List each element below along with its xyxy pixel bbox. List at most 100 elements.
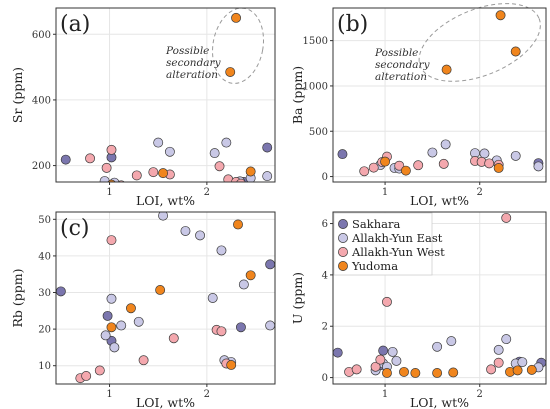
data-point <box>378 345 389 356</box>
data-point <box>158 168 169 179</box>
annotation-text: Possible <box>165 45 209 57</box>
data-point <box>124 187 133 196</box>
points <box>333 212 546 378</box>
data-point <box>109 177 120 182</box>
data-point <box>85 153 96 164</box>
data-point <box>526 364 537 375</box>
data-point <box>337 149 348 160</box>
data-point <box>125 303 136 314</box>
data-point <box>109 342 120 353</box>
plot-frame <box>332 7 547 183</box>
points <box>337 10 544 177</box>
data-point <box>394 160 405 171</box>
y-axis-title: Sr (ppm) <box>10 67 25 123</box>
data-point <box>60 154 71 165</box>
data-point <box>131 170 142 181</box>
y-tick-label: 400 <box>32 95 51 106</box>
points <box>56 212 275 384</box>
data-point <box>410 368 421 378</box>
data-point <box>265 259 275 270</box>
data-point <box>102 310 113 321</box>
data-point <box>226 360 237 370</box>
data-point <box>351 364 362 375</box>
data-point <box>370 361 381 372</box>
y-tick-label: 30 <box>38 288 51 299</box>
data-point <box>209 148 220 159</box>
y-tick-label: 50 <box>38 215 51 226</box>
x-tick-label: 1 <box>382 389 388 400</box>
data-point <box>94 365 105 376</box>
data-point <box>153 137 164 148</box>
data-point <box>238 279 249 290</box>
data-point <box>133 316 144 327</box>
y-axis-title: Ba (ppm) <box>290 66 305 124</box>
data-point <box>106 144 117 155</box>
x-tick-label: 1 <box>106 389 112 400</box>
data-point <box>106 235 117 246</box>
plot-frame <box>332 211 547 385</box>
data-point <box>399 366 409 377</box>
data-point <box>427 147 438 158</box>
series-allakh-yun-west <box>344 212 512 377</box>
series-allakh-yun-east <box>100 212 275 367</box>
panel-letter: (a) <box>60 12 90 37</box>
data-point <box>333 347 343 358</box>
x-tick-label: 2 <box>477 187 483 198</box>
series-allakh-yun-east <box>99 137 273 182</box>
data-point <box>262 171 273 182</box>
data-point <box>164 146 175 157</box>
x-tick-label: 2 <box>477 389 483 400</box>
data-point <box>380 156 391 167</box>
data-point <box>512 365 523 376</box>
x-axis-title: LOI, wt% <box>410 193 469 208</box>
y-tick-label: 4 <box>322 270 328 281</box>
x-tick-label: 2 <box>204 187 210 198</box>
data-point <box>510 150 521 161</box>
data-point <box>446 336 457 347</box>
data-point <box>180 226 191 236</box>
data-point <box>77 181 79 182</box>
data-point <box>448 367 459 378</box>
data-point <box>368 162 379 173</box>
data-point <box>101 162 112 173</box>
data-point <box>413 160 424 171</box>
data-point <box>221 137 232 148</box>
panel-c: 1 2 10 20 30 40 50 LOI, wt% Rb (ppm) (c) <box>10 211 276 409</box>
x-tick-label: 1 <box>382 187 388 198</box>
data-point <box>106 322 117 333</box>
data-point <box>501 212 512 223</box>
data-point <box>236 178 246 182</box>
data-point <box>207 293 218 303</box>
legend-label: Yudoma <box>351 259 398 273</box>
data-point <box>501 334 512 345</box>
data-point <box>486 364 497 375</box>
data-point <box>195 230 206 241</box>
x-tick-label: 1 <box>106 187 112 198</box>
data-point <box>100 330 111 341</box>
alteration-ellipse <box>418 3 541 82</box>
y-tick-label: 20 <box>38 325 51 336</box>
data-point <box>441 64 452 75</box>
y-tick-label: 500 <box>309 127 328 138</box>
x-tick-label: 2 <box>204 389 210 400</box>
legend-swatch <box>338 247 348 257</box>
data-point <box>484 158 495 169</box>
data-point <box>106 293 117 304</box>
data-point <box>262 142 273 153</box>
data-point <box>382 296 392 307</box>
data-point <box>155 284 166 295</box>
data-point <box>138 355 149 366</box>
data-point <box>493 163 504 173</box>
legend-swatch <box>338 261 348 271</box>
legend-box <box>333 212 433 276</box>
data-point <box>223 174 234 182</box>
data-point <box>168 333 179 344</box>
data-point <box>216 245 227 256</box>
series-yudoma <box>106 219 256 370</box>
y-tick-label: 600 <box>32 30 51 41</box>
x-axis-title: LOI, wt% <box>410 395 469 409</box>
